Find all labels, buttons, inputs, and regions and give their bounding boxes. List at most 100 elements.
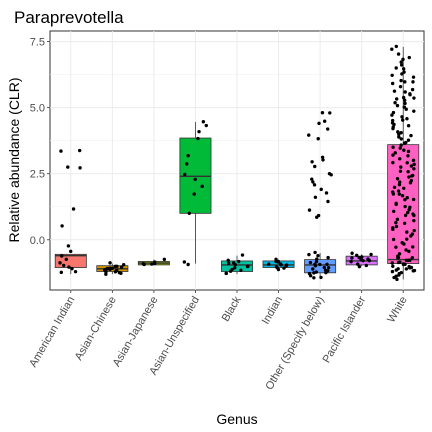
data-point: [391, 192, 396, 196]
data-point: [390, 261, 394, 265]
data-point: [361, 258, 365, 263]
data-point: [403, 98, 407, 103]
data-point: [349, 259, 353, 264]
data-point: [394, 66, 398, 70]
data-point: [396, 189, 401, 193]
data-point: [102, 268, 107, 272]
data-point: [399, 130, 403, 135]
data-point: [186, 262, 190, 267]
data-point: [394, 268, 399, 272]
data-point: [115, 264, 119, 269]
data-point: [104, 272, 108, 276]
data-point: [391, 264, 395, 268]
data-point: [78, 166, 82, 170]
data-point: [397, 273, 401, 277]
data-point: [307, 252, 311, 257]
data-point: [399, 137, 403, 141]
data-point: [226, 258, 230, 262]
data-point: [356, 262, 360, 266]
data-point: [409, 265, 414, 270]
data-point: [113, 270, 118, 274]
data-point: [200, 184, 204, 189]
data-point: [398, 180, 402, 184]
data-point: [405, 161, 409, 165]
x-tick-label: American Indian: [27, 295, 77, 370]
data-point: [313, 195, 318, 200]
data-point: [405, 196, 409, 200]
data-point: [412, 109, 416, 113]
data-point: [393, 101, 397, 105]
data-point: [186, 153, 190, 158]
x-tick-label: Asian-Chinese: [73, 295, 119, 363]
data-point: [411, 80, 415, 84]
data-point: [411, 75, 416, 79]
data-point: [391, 110, 396, 115]
data-point: [404, 248, 408, 252]
data-point: [350, 256, 354, 260]
data-point: [392, 89, 397, 93]
data-point: [402, 105, 406, 109]
data-point: [395, 217, 400, 222]
data-point: [394, 44, 399, 49]
data-point: [142, 262, 146, 267]
data-point: [313, 262, 317, 267]
box-4: [221, 260, 253, 272]
data-point: [390, 269, 395, 274]
data-point: [404, 140, 408, 145]
data-point: [278, 262, 283, 266]
data-point: [326, 265, 331, 270]
data-point: [108, 261, 112, 265]
data-point: [197, 129, 201, 134]
data-point: [399, 143, 403, 147]
data-point: [320, 155, 325, 159]
data-point: [391, 153, 395, 157]
data-point: [411, 158, 416, 163]
data-point: [312, 183, 317, 187]
data-point: [407, 249, 411, 254]
data-point: [322, 119, 327, 123]
data-point: [150, 262, 154, 266]
data-point: [319, 187, 323, 192]
data-point: [402, 242, 406, 246]
data-point: [122, 262, 126, 267]
data-point: [319, 275, 323, 280]
data-point: [392, 122, 396, 127]
data-point: [312, 271, 316, 275]
data-point: [395, 177, 400, 181]
data-point: [326, 255, 330, 260]
data-point: [60, 254, 64, 258]
data-point: [70, 266, 74, 271]
data-point: [412, 218, 416, 223]
data-point: [196, 136, 200, 141]
y-tick-label: 2.5: [30, 169, 45, 181]
data-point: [162, 257, 167, 262]
data-point: [224, 271, 229, 276]
data-point: [119, 265, 124, 269]
data-point: [412, 167, 416, 171]
data-point: [246, 264, 250, 268]
data-point: [326, 199, 330, 204]
data-point: [325, 262, 329, 266]
data-point: [71, 207, 76, 211]
data-point: [407, 55, 411, 60]
data-point: [392, 275, 396, 280]
data-point: [403, 197, 407, 202]
data-point: [317, 121, 321, 126]
data-point: [310, 160, 314, 164]
data-point: [314, 259, 319, 264]
data-point: [405, 230, 409, 234]
x-axis: American IndianAsian-ChineseAsian-Japane…: [27, 290, 410, 392]
data-point: [411, 212, 415, 216]
data-point: [204, 123, 208, 128]
data-point: [390, 113, 394, 117]
data-point: [320, 110, 325, 115]
data-point: [406, 210, 410, 215]
data-point: [58, 261, 62, 265]
x-tick-label: Pacific Islander: [321, 294, 369, 365]
data-point: [402, 148, 406, 152]
data-point: [321, 158, 325, 162]
data-point: [323, 268, 328, 273]
data-point: [394, 202, 398, 207]
data-point: [77, 148, 82, 153]
data-point: [409, 133, 413, 138]
